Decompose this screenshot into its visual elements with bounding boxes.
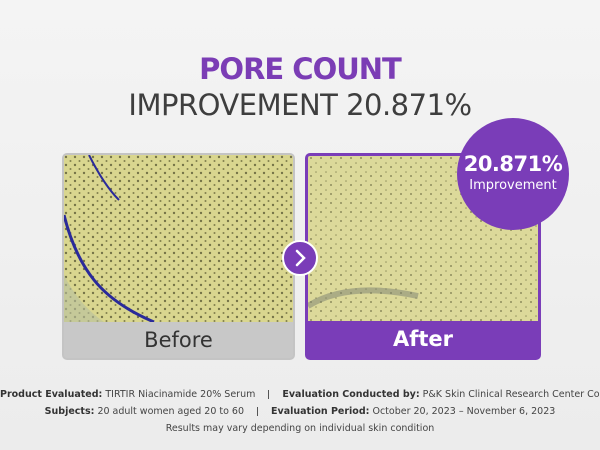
badge: 20.871% Improvement <box>457 118 569 230</box>
separator <box>268 390 270 399</box>
label: Evaluation Period: <box>271 406 370 417</box>
before-panel: Before <box>62 153 295 360</box>
separator <box>257 407 259 416</box>
value: TIRTIR Niacinamide 20% Serum <box>105 389 256 400</box>
after-label: After <box>392 327 454 351</box>
value: October 20, 2023 – November 6, 2023 <box>372 406 556 417</box>
arrow-icon <box>282 240 318 276</box>
value: P&K Skin Clinical Research Center Co., L… <box>422 389 600 400</box>
label: Product Evaluated: <box>0 389 103 400</box>
footer-line: Product Evaluated: TIRTIR Niacinamide 20… <box>0 389 600 400</box>
value: 20 adult women aged 20 to 60 <box>97 406 245 417</box>
title: PORE COUNT <box>199 52 402 86</box>
before-label: Before <box>144 328 213 352</box>
label: Subjects: <box>44 406 95 417</box>
badge-value: 20.871% <box>463 152 563 176</box>
footer-line: Subjects: 20 adult women aged 20 to 60 Ev… <box>0 406 600 417</box>
badge-label: Improvement <box>469 178 557 193</box>
label: Evaluation Conducted by: <box>282 389 420 400</box>
subtitle: IMPROVEMENT 20.871% <box>128 88 472 122</box>
before-image <box>64 155 293 322</box>
footer-note: Results may vary depending on individual… <box>165 423 435 434</box>
